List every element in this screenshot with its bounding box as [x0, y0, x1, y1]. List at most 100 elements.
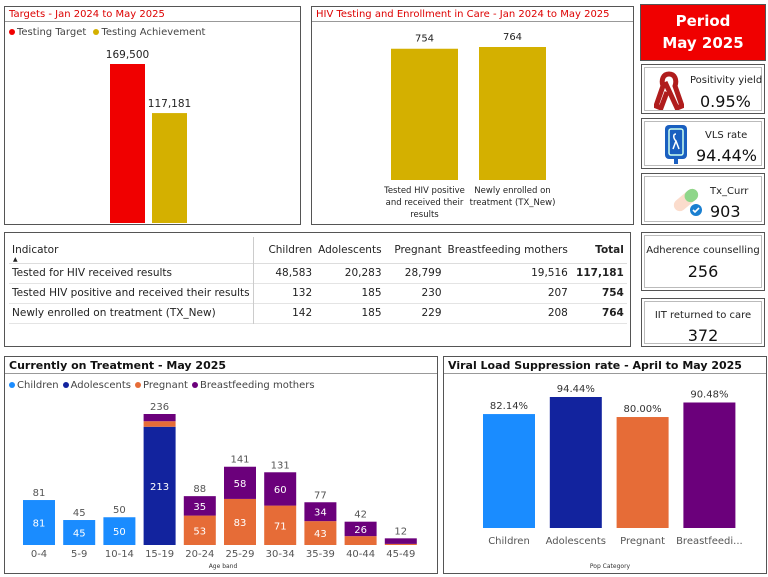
table-header-row: Indicator ▲ Children Adolescents Pregnant… — [9, 237, 627, 263]
period-label: Period — [675, 12, 731, 30]
total-label: 88 — [193, 484, 206, 495]
segment-label: 83 — [234, 518, 247, 529]
legend-dot — [191, 382, 198, 388]
row-value: 132 — [292, 287, 313, 299]
sort-ascending-icon[interactable]: ▲ — [13, 255, 18, 263]
total-label: 77 — [314, 490, 327, 501]
card-value: 372 — [687, 326, 719, 345]
bar — [549, 397, 602, 528]
total-label: 42 — [354, 510, 367, 521]
header-children[interactable]: Children — [268, 243, 313, 256]
card-label: VLS rate — [705, 130, 748, 141]
category-label: Tested HIV positive — [383, 186, 465, 196]
indicator-table: Indicator ▲ Children Adolescents Pregnant… — [9, 237, 627, 324]
header-breastfeeding[interactable]: Breastfeeding mothers — [447, 243, 568, 256]
bar — [483, 414, 535, 528]
data-label: 754 — [415, 34, 434, 45]
header-adolescents[interactable]: Adolescents — [318, 243, 382, 256]
bar-segment — [384, 543, 417, 545]
data-label: 764 — [503, 32, 522, 43]
row-value: 229 — [421, 307, 442, 319]
total-label: 50 — [113, 505, 126, 516]
bar-segment — [384, 538, 417, 544]
header-total[interactable]: Total — [595, 243, 624, 256]
x-tick-label: 45-49 — [386, 549, 415, 560]
pill-check-icon — [673, 188, 702, 216]
bar-segment — [63, 520, 96, 545]
x-tick-label: 40-44 — [346, 549, 375, 560]
card-label: Tx_Curr — [710, 186, 749, 197]
treatment-legend: Children Adolescents Pregnant Breastfeeding… — [5, 380, 315, 391]
bar-segment — [183, 496, 216, 516]
header-pregnant[interactable]: Pregnant — [394, 243, 442, 256]
bar-segment — [224, 466, 256, 499]
targets-title: Targets - Jan 2024 to May 2025 — [5, 7, 300, 22]
legend-label: Adolescents — [70, 380, 131, 391]
legend-label: Testing Target — [17, 27, 87, 38]
card-value: 0.95% — [700, 92, 751, 111]
table-row[interactable]: Tested for HIV received results 48,583 20,… — [9, 263, 627, 283]
total-label: 81 — [33, 488, 46, 499]
table-row[interactable]: Newly enrolled on treatment (TX_New) 142 1… — [9, 303, 627, 323]
segment-label: 53 — [193, 526, 206, 537]
x-axis-title: Pop Category — [590, 563, 631, 570]
legend-dot — [9, 382, 15, 388]
legend-label: Children — [17, 380, 59, 391]
treatment-chart: 81 81 0-4 45 45 5-9 50 50 10-14 213 236 15-19 53 35 88… — [23, 402, 417, 570]
red-ribbon-icon — [654, 71, 684, 110]
data-label: 90.48% — [690, 389, 728, 400]
table-row[interactable]: Tested HIV positive and received their r… — [9, 283, 627, 303]
bar-segment — [224, 498, 256, 545]
x-tick-label: 25-29 — [225, 549, 254, 560]
segment-label: 35 — [193, 502, 206, 513]
row-value: 20,283 — [344, 267, 382, 279]
row-value: 19,516 — [531, 267, 568, 279]
bar-segment — [143, 426, 176, 545]
x-tick-label: 35-39 — [306, 549, 335, 560]
bar-testing-achievement — [152, 113, 187, 223]
segment-label: 34 — [314, 508, 327, 519]
row-indicator: Newly enrolled on treatment (TX_New) — [9, 303, 254, 323]
card-label: IIT returned to care — [654, 310, 752, 321]
data-label: 117,181 — [148, 98, 191, 110]
bar-segment — [344, 536, 377, 545]
x-tick-label: 15-19 — [145, 549, 174, 560]
card-value: 256 — [687, 262, 719, 281]
x-tick-label: Breastfeedi... — [676, 536, 743, 547]
row-value: 48,583 — [275, 267, 313, 279]
period-box: Period May 2025 — [640, 4, 766, 61]
row-value: 28,799 — [404, 267, 442, 279]
enrollment-title: HIV Testing and Enrollment in Care - Jan… — [312, 7, 633, 22]
bar — [391, 48, 458, 180]
x-axis-title: Age band — [209, 563, 238, 570]
total-label: 12 — [394, 526, 407, 537]
segment-label: 43 — [314, 529, 327, 540]
segment-label: 58 — [234, 479, 247, 490]
row-value: 142 — [292, 307, 313, 319]
segment-label: 50 — [113, 527, 126, 538]
bar-segment — [264, 505, 297, 545]
bar-segment — [304, 521, 337, 545]
category-label: and received their — [386, 198, 464, 208]
total-label: 131 — [271, 460, 290, 471]
segment-label: 71 — [274, 521, 287, 532]
bar-segment — [103, 517, 136, 545]
card-label: Positivity yield — [690, 75, 763, 86]
legend-dot — [62, 382, 69, 388]
x-tick-label: 10-14 — [105, 549, 134, 560]
segment-label: 26 — [354, 525, 367, 536]
x-tick-label: 5-9 — [71, 549, 87, 560]
x-tick-label: Pregnant — [620, 536, 665, 547]
targets-panel: Targets - Jan 2024 to May 2025 Testing T… — [4, 6, 301, 225]
enrollment-panel: HIV Testing and Enrollment in Care - Jan… — [311, 6, 634, 225]
targets-chart: 169,500 117,181 — [106, 49, 191, 223]
iv-bag-ribbon-icon — [665, 125, 687, 164]
card-value: 94.44% — [696, 146, 758, 165]
treatment-panel: Currently on Treatment - May 2025 Childr… — [4, 356, 438, 574]
iit-returned-card: IIT returned to care 372 — [641, 298, 765, 347]
vls-rate-card: VLS rate 94.44% — [641, 118, 765, 169]
header-indicator[interactable]: Indicator ▲ — [9, 237, 254, 263]
row-value: 764 — [601, 307, 624, 319]
card-value: 903 — [710, 202, 741, 221]
legend-dot — [9, 29, 15, 35]
